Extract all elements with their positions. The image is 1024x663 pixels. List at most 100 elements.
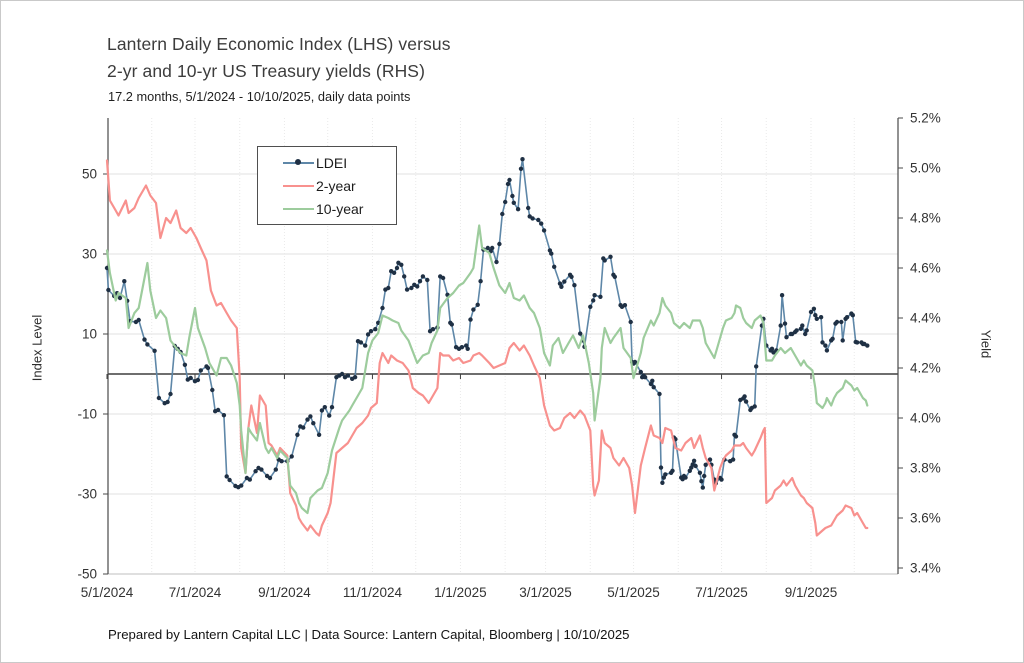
ldei-marker (507, 177, 512, 183)
ldei-marker (691, 458, 697, 463)
ldei-marker (279, 459, 284, 464)
legend-label-ldei: LDEI (316, 154, 348, 171)
ldei-marker (515, 207, 521, 212)
ldei-marker (830, 336, 835, 341)
ldei-marker (779, 293, 785, 298)
ldei-marker (316, 432, 322, 437)
right-tick-label: 3.8% (910, 461, 941, 476)
ldei-marker (743, 399, 749, 404)
ldei-marker (327, 413, 332, 418)
ldei-marker (794, 328, 799, 333)
ldei-marker (503, 199, 508, 205)
right-tick-label: 4.2% (910, 361, 941, 376)
ldei-marker (850, 313, 855, 318)
ldei-marker (478, 279, 483, 284)
left-tick-label: 50 (82, 167, 97, 182)
ldei-marker (591, 298, 596, 303)
ldei-marker (156, 395, 162, 401)
ldei-marker (402, 274, 407, 279)
ldei-marker (471, 307, 476, 312)
legend-item-ldei: LDEI (283, 152, 396, 174)
ldei-marker (358, 340, 364, 345)
ldei-marker (386, 285, 391, 291)
ldei-marker (305, 417, 310, 422)
ldei-marker (800, 323, 805, 328)
ldei-marker (152, 348, 157, 353)
ldei-marker (520, 157, 525, 162)
two-year-line-swatch-icon (283, 184, 314, 187)
ldei-marker (301, 425, 306, 430)
ldei-marker (628, 319, 633, 325)
ldei-marker (145, 342, 150, 347)
ldei-marker (308, 414, 313, 419)
ldei-marker (823, 343, 828, 348)
ldei-marker (289, 454, 294, 459)
ldei-marker (195, 377, 201, 383)
ldei-marker (754, 364, 759, 369)
ldei-marker (592, 293, 597, 298)
ldei-marker (490, 245, 495, 251)
ldei-marker (182, 362, 188, 367)
ldei-marker (417, 279, 423, 284)
ldei-marker (782, 321, 788, 326)
ldei-marker-icon (295, 159, 301, 166)
ldei-marker (210, 387, 215, 393)
ldei-marker (510, 193, 515, 199)
ldei-line-swatch-icon (283, 159, 314, 166)
ldei-marker (497, 241, 502, 247)
chart-title-line2: 2-yr and 10-yr US Treasury yields (RHS) (107, 61, 426, 81)
ldei-marker (660, 480, 665, 485)
ldei-marker (719, 477, 724, 482)
ldei-marker (663, 472, 668, 477)
ldei-marker (552, 264, 557, 269)
ldei-marker (339, 371, 345, 377)
ldei-marker (651, 385, 656, 390)
x-tick-label: 9/1/2024 (258, 585, 311, 600)
ldei-marker (855, 340, 860, 345)
ldei-marker (608, 254, 613, 259)
right-tick-label: 4.8% (910, 211, 941, 226)
ldei-marker (253, 469, 258, 474)
ldei-marker (658, 465, 664, 470)
x-tick-label: 9/1/2025 (785, 585, 838, 600)
ldei-marker (475, 302, 480, 307)
ldei-marker (142, 337, 147, 342)
ldei-marker (784, 335, 789, 340)
ldei-marker (778, 323, 783, 328)
ldei-marker (808, 309, 814, 315)
left-tick-label: 30 (82, 247, 97, 262)
right-tick-label: 5.0% (910, 161, 941, 176)
ldei-marker (612, 274, 617, 279)
legend-label-10-year: 10-year (316, 200, 364, 217)
ldei-marker (598, 294, 603, 299)
ldei-marker (814, 316, 819, 321)
ldei-marker (165, 399, 170, 405)
ten-year-line-swatch-icon (283, 207, 314, 210)
ldei-marker (638, 369, 643, 375)
right-tick-label: 3.6% (910, 511, 941, 526)
ldei-marker (267, 475, 273, 481)
ldei-marker (322, 405, 327, 410)
right-tick-label: 3.4% (910, 561, 941, 576)
ldei-marker (273, 467, 278, 472)
ldei-marker (391, 270, 397, 275)
ldei-marker (559, 284, 564, 289)
ldei-marker (840, 338, 845, 343)
ldei-marker (376, 320, 381, 325)
ldei-marker (247, 477, 252, 482)
chart-footer: Prepared by Lantern Capital LLC | Data S… (108, 627, 630, 642)
ldei-marker (106, 287, 111, 293)
ldei-marker (221, 413, 227, 418)
ldei-marker (409, 285, 414, 291)
ldei-marker (440, 275, 446, 281)
ldei-marker (702, 473, 707, 479)
legend-item-2-year: 2-year (283, 175, 396, 197)
chart-title: Lantern Daily Economic Index (LHS) versu… (107, 31, 451, 85)
ldei-marker (733, 434, 739, 439)
left-tick-label: -50 (77, 567, 97, 582)
right-tick-label: 4.4% (910, 311, 941, 326)
ldei-marker (449, 322, 454, 327)
ldei-marker (642, 375, 648, 380)
